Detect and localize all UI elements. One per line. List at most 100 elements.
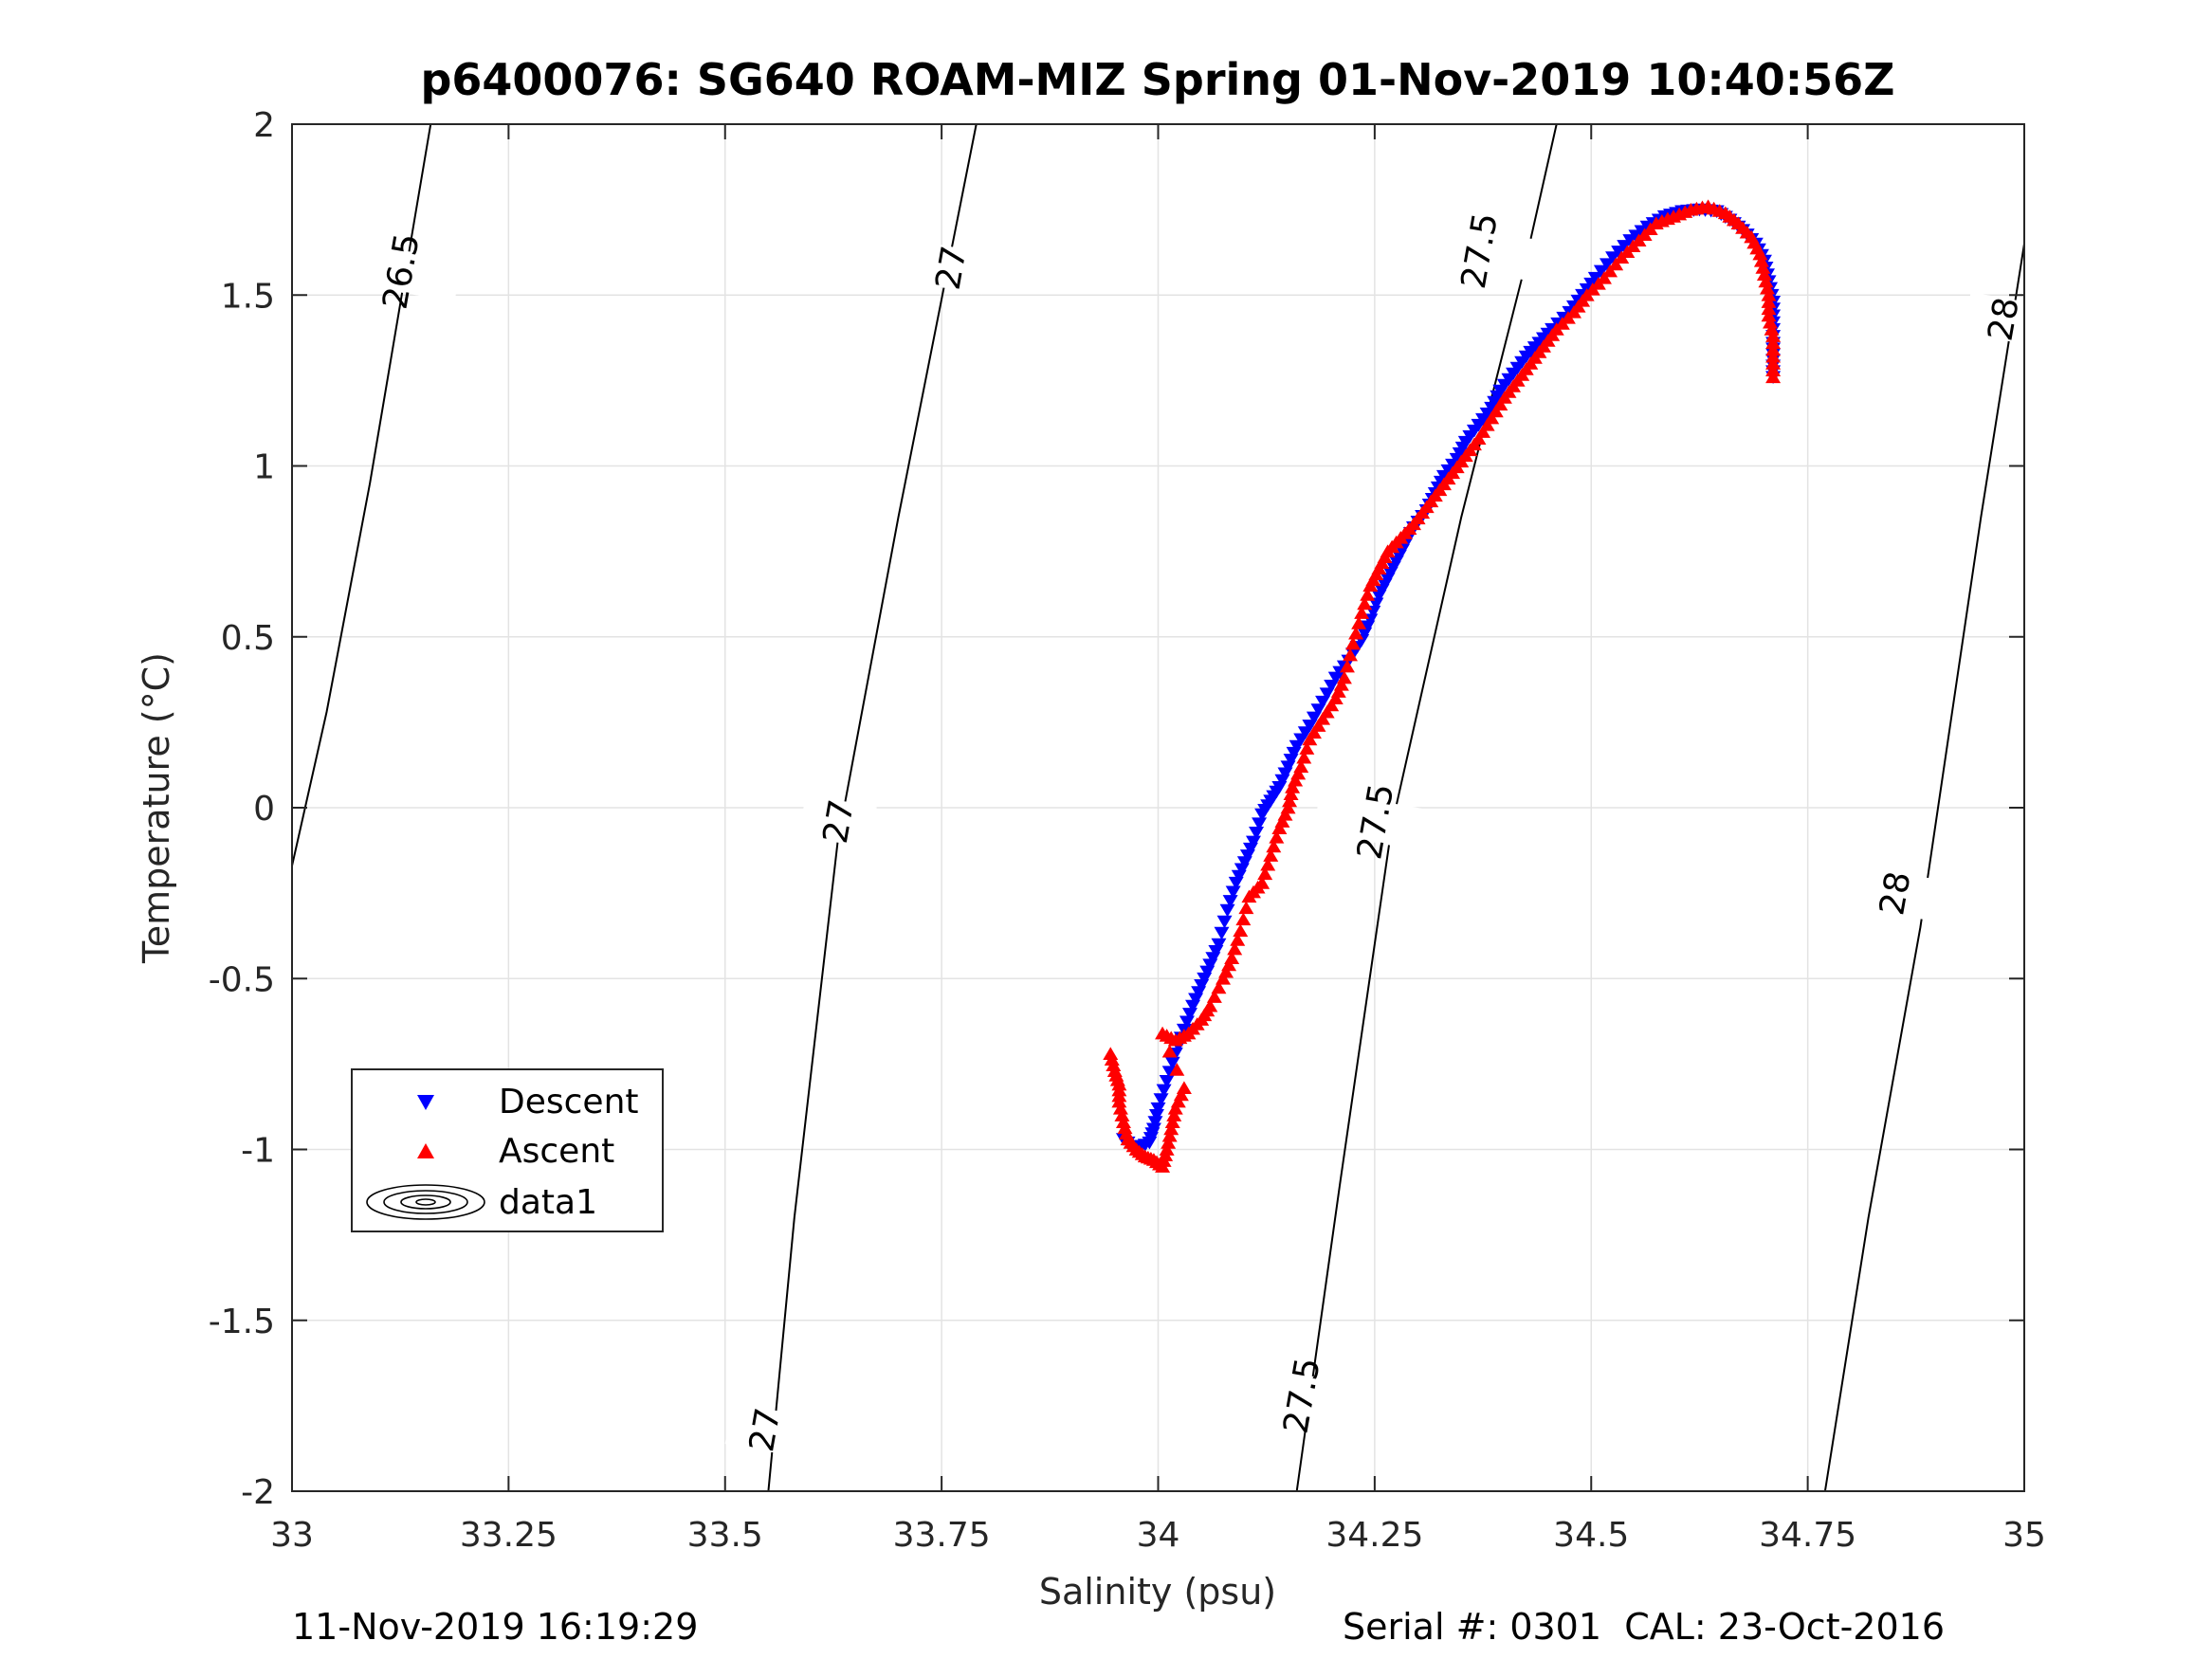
contour-label: 27 xyxy=(929,244,975,293)
ascent-point xyxy=(1765,363,1782,376)
ascent-point xyxy=(1282,793,1298,808)
ascent-point xyxy=(1266,839,1282,853)
ascent-point xyxy=(1765,370,1782,384)
descent-point xyxy=(1327,671,1344,685)
ascent-point xyxy=(1339,659,1355,673)
x-tick-label: 34.5 xyxy=(1553,1516,1629,1555)
legend-descent-marker xyxy=(417,1095,434,1110)
contour-label-gap xyxy=(338,240,463,302)
ascent-point xyxy=(1761,288,1777,301)
ascent-point xyxy=(1115,1115,1131,1129)
x-tick-label: 33.75 xyxy=(893,1516,991,1555)
ascent-point xyxy=(1357,596,1373,611)
ascent-point xyxy=(1263,848,1279,862)
descent-point xyxy=(1293,733,1309,747)
descent-point xyxy=(1274,774,1290,788)
ascent-point xyxy=(1241,889,1257,903)
ascent-point xyxy=(1299,741,1315,755)
ascent-point xyxy=(1296,750,1312,764)
descent-point xyxy=(1159,1075,1175,1088)
y-tick-label: 2 xyxy=(253,106,275,145)
ascent-point xyxy=(1283,787,1299,800)
descent-point xyxy=(1302,720,1318,733)
descent-point xyxy=(1315,695,1331,709)
descent-point xyxy=(1254,808,1271,822)
ascent-point xyxy=(1167,1102,1183,1115)
legend-contour-icon xyxy=(366,1184,485,1220)
contour-label-gap xyxy=(911,241,990,295)
descent-point xyxy=(1371,590,1387,603)
ascent-point xyxy=(1360,588,1376,601)
ascent-point xyxy=(1169,1063,1185,1076)
ascent-point xyxy=(1161,1044,1178,1058)
contour-label-gap xyxy=(1239,1364,1363,1427)
descent-point xyxy=(1319,687,1335,702)
ascent-point xyxy=(1230,933,1246,946)
ascent-point xyxy=(1163,1121,1179,1136)
ascent-point xyxy=(1345,636,1362,650)
descent-point xyxy=(1222,895,1238,908)
ascent-point xyxy=(1765,342,1782,356)
descent-point xyxy=(1357,627,1373,641)
descent-point xyxy=(1197,972,1213,986)
contour-label-gap xyxy=(1855,866,1934,921)
ascent-point xyxy=(1216,972,1232,985)
legend-contour-label: data1 xyxy=(499,1183,597,1222)
ascent-point xyxy=(1235,912,1252,926)
footer-serial-calibration: Serial #: 0301 CAL: 23-Oct-2016 xyxy=(1343,1606,1946,1648)
descent-point xyxy=(1234,863,1250,877)
descent-point xyxy=(1605,251,1621,264)
descent-point xyxy=(1231,869,1247,884)
descent-point xyxy=(1245,835,1261,849)
ascent-point xyxy=(1164,1115,1180,1129)
x-tick-label: 34.75 xyxy=(1759,1516,1856,1555)
contour-label-gap xyxy=(798,794,877,848)
ascent-point xyxy=(1161,1136,1177,1149)
ascent-point xyxy=(1763,315,1779,329)
chart-title: p6400076: SG640 ROAM-MIZ Spring 01-Nov-2… xyxy=(420,54,1894,105)
ascent-point xyxy=(1103,1047,1119,1060)
y-tick-label: -1 xyxy=(241,1132,275,1171)
descent-point xyxy=(1283,754,1299,767)
descent-point xyxy=(1252,817,1268,831)
descent-point xyxy=(1277,767,1293,781)
descent-point xyxy=(1310,703,1326,717)
x-tick-label: 33.5 xyxy=(687,1516,763,1555)
y-tick-label: 1.5 xyxy=(221,277,275,316)
descent-point xyxy=(1147,1116,1163,1129)
ascent-point xyxy=(1765,329,1782,342)
descent-point xyxy=(1249,827,1265,840)
descent-point xyxy=(1360,620,1376,634)
ascent-point xyxy=(1608,257,1624,271)
descent-point xyxy=(1289,739,1305,754)
ascent-point xyxy=(1765,356,1782,370)
ascent-point xyxy=(1227,941,1243,956)
ascent-point xyxy=(1761,295,1777,308)
ascent-point xyxy=(1764,322,1780,336)
ascent-point xyxy=(1354,606,1370,619)
ascent-point xyxy=(1756,267,1772,282)
descent-point xyxy=(1239,849,1255,863)
descent-point xyxy=(1324,680,1340,693)
ascent-point xyxy=(1285,780,1301,793)
ascent-point xyxy=(1211,980,1227,994)
descent-point xyxy=(1164,1056,1180,1070)
y-tick-label: -2 xyxy=(241,1473,275,1512)
ascent-point xyxy=(1269,830,1285,844)
descent-point xyxy=(1297,726,1313,739)
ascent-point xyxy=(1302,732,1318,746)
axis-ticks: 33 33.25 33.5 33.75 34 34.25 34.5 34.75 35 -2 -1.5… xyxy=(209,106,2046,1555)
legend: Descent Ascent data1 xyxy=(351,1068,664,1232)
contour-label-gap xyxy=(1963,292,2042,346)
descent-point xyxy=(1153,1093,1169,1106)
descent-point xyxy=(1368,597,1384,611)
ascent-point xyxy=(1348,626,1364,640)
ascent-point xyxy=(1114,1108,1130,1121)
descent-point xyxy=(1181,1008,1197,1021)
ascent-point xyxy=(1155,1026,1171,1040)
x-tick-label: 34 xyxy=(1137,1516,1180,1555)
ascent-point xyxy=(1362,578,1379,592)
ascent-point xyxy=(1271,821,1288,835)
density-contour-line xyxy=(1823,244,2025,1492)
descent-point xyxy=(1191,986,1207,999)
